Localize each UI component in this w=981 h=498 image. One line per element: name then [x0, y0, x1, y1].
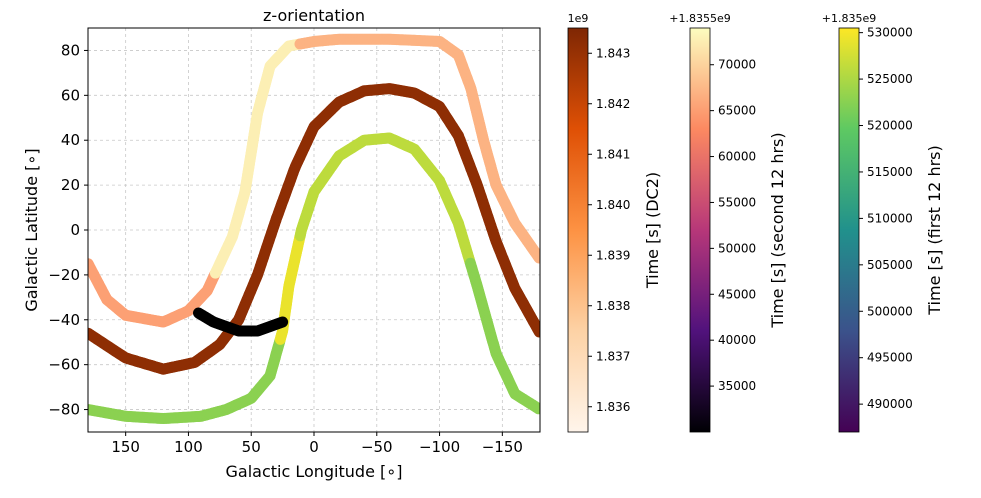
- colorbar-dc2: 1e9 1.843 1.842 1.841 1.840 1.839 1.838 1.837 1.…: [567, 12, 662, 433]
- colorbar-tick-label: 515000: [867, 165, 913, 179]
- colorbar-tick-label: 1.839: [596, 248, 630, 262]
- colorbar-tick-label: 530000: [867, 26, 913, 40]
- colorbar-label: Time [s] (second 12 hrs): [768, 132, 787, 328]
- colorbar-tick-label: 520000: [867, 119, 913, 133]
- colorbar-tick-label: 525000: [867, 72, 913, 86]
- series-viridis: [88, 132, 540, 424]
- series-magma: [88, 33, 540, 328]
- colorbar-gradient: [838, 27, 860, 433]
- colorbar-tick-label: 55000: [718, 195, 756, 209]
- x-axis-label: Galactic Longitude [∘]: [225, 462, 402, 481]
- data-point: [533, 252, 540, 264]
- colorbar-tick-label: 505000: [867, 258, 913, 272]
- colorbar-tick-label: 70000: [718, 58, 756, 72]
- colorbar-tick-label: 500000: [867, 304, 913, 318]
- series-oranges: [88, 83, 540, 375]
- colorbar-tick-label: 495000: [867, 351, 913, 365]
- colorbar-label: Time [s] (first 12 hrs): [925, 145, 944, 315]
- x-tick-label: 50: [242, 438, 261, 456]
- colorbar-tick-label: 45000: [718, 287, 756, 301]
- colorbar-tick-label: 40000: [718, 333, 756, 347]
- plot-area: [88, 33, 540, 424]
- data-point: [533, 326, 540, 338]
- colorbar-offset-label: +1.8355e9: [669, 12, 730, 25]
- x-tick-label: −100: [419, 438, 460, 456]
- colorbar-second-12hrs: +1.8355e9 70000 65000 60000 55000 50000 45000 4…: [669, 12, 787, 433]
- colorbar-tick-label: 50000: [718, 241, 756, 255]
- y-tick-label: 20: [61, 176, 80, 194]
- colorbar-tick-label: 65000: [718, 104, 756, 118]
- colorbar-tick-label: 35000: [718, 379, 756, 393]
- x-tick-label: 0: [309, 438, 319, 456]
- x-tick-label: −50: [361, 438, 393, 456]
- y-tick-label: −60: [48, 356, 80, 374]
- y-tick-label: 60: [61, 86, 80, 104]
- colorbar-tick-label: 490000: [867, 397, 913, 411]
- y-tick-label: 80: [61, 41, 80, 59]
- colorbar-offset-label: +1.835e9: [822, 12, 876, 25]
- colorbar-tick-label: 1.836: [596, 400, 630, 414]
- colorbar-tick-label: 1.842: [596, 97, 630, 111]
- y-tick-label: −20: [48, 266, 80, 284]
- chart-title: z-orientation: [263, 6, 365, 25]
- x-ticks: 150 100 50 0 −50 −100 −150: [111, 432, 523, 456]
- x-tick-label: 150: [111, 438, 140, 456]
- colorbar-tick-label: 1.841: [596, 147, 630, 161]
- x-tick-label: 100: [174, 438, 203, 456]
- y-tick-label: −40: [48, 311, 80, 329]
- colorbar-tick-label: 60000: [718, 150, 756, 164]
- series-black: [193, 307, 289, 337]
- colorbar-label: Time [s] (DC2): [643, 172, 662, 289]
- colorbar-tick-label: 1.843: [596, 46, 630, 60]
- colorbar-gradient: [689, 27, 711, 433]
- y-tick-label: −80: [48, 401, 80, 419]
- colorbar-tick-label: 1.837: [596, 349, 630, 363]
- colorbar-offset-label: 1e9: [568, 12, 589, 25]
- x-tick-label: −150: [482, 438, 523, 456]
- data-point: [533, 403, 540, 415]
- data-point: [277, 316, 289, 328]
- colorbar-tick-label: 510000: [867, 211, 913, 225]
- colorbar-tick-label: 1.838: [596, 299, 630, 313]
- y-tick-label: 0: [70, 221, 80, 239]
- y-tick-label: 40: [61, 131, 80, 149]
- y-axis-label: Galactic Latitude [∘]: [22, 148, 41, 311]
- colorbar-tick-label: 1.840: [596, 198, 630, 212]
- colorbar-gradient: [567, 27, 589, 433]
- y-ticks: 80 60 40 20 0 −20 −40 −60 −80: [48, 41, 88, 419]
